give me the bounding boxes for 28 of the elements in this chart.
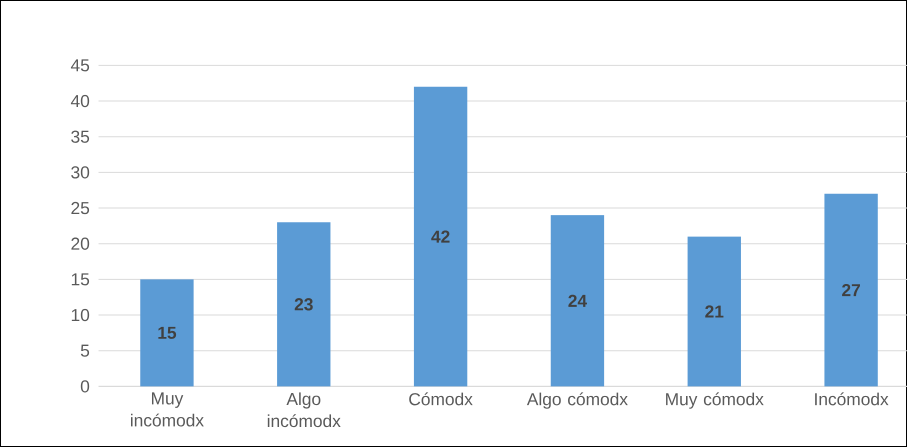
x-tick-label: Incómodx: [815, 392, 888, 406]
y-tick-label: 5: [80, 344, 90, 357]
y-tick-label: 10: [72, 308, 90, 322]
y-tick-label: 25: [71, 202, 90, 214]
data-label: 15: [158, 326, 176, 339]
y-tick-label: 35: [71, 130, 90, 143]
x-tick-label: Cómodx: [409, 392, 473, 406]
bar: [140, 279, 194, 386]
bar: [824, 194, 878, 386]
x-tick-label: Algo incómodx: [268, 392, 341, 428]
y-tick-label: 30: [71, 166, 90, 179]
data-label: 23: [294, 298, 313, 310]
bar: [688, 236, 741, 386]
y-tick-label: 20: [71, 238, 90, 250]
data-label: 24: [568, 294, 587, 307]
x-tick-label: Algo cómodx: [526, 392, 628, 409]
data-label: 27: [842, 284, 860, 296]
y-tick-label: 40: [70, 94, 90, 108]
y-tick-label: 45: [70, 59, 90, 72]
data-label: 42: [431, 230, 450, 243]
x-tick-label: Muy cómodx: [666, 392, 764, 409]
data-label: 21: [705, 305, 724, 318]
x-tick-label: Muy incómodx: [130, 392, 204, 427]
bar: [277, 222, 330, 386]
bar: [550, 215, 604, 386]
y-tick-label: 15: [72, 273, 90, 286]
bar: [414, 86, 468, 386]
y-tick-label: 0: [80, 380, 90, 392]
